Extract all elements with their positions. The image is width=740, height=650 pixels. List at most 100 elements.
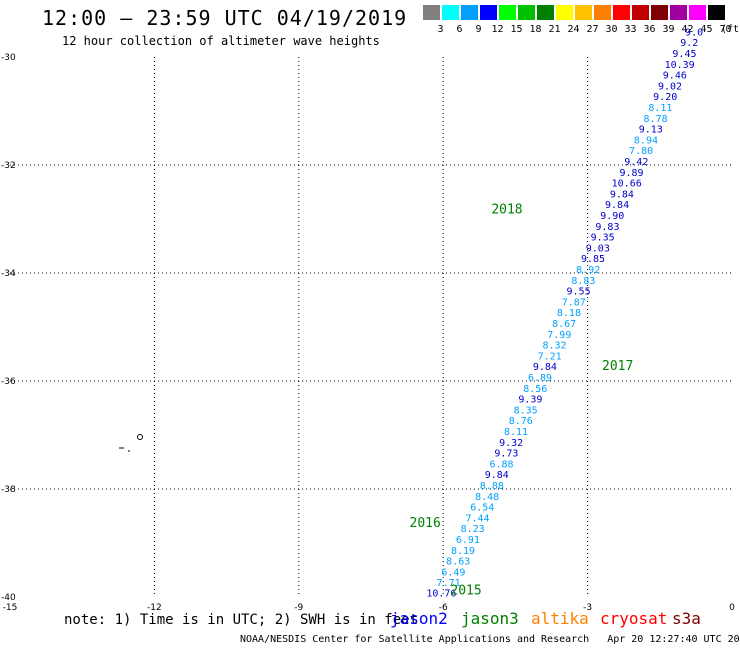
swh-value: 7.71 [437, 578, 461, 589]
lat-tick-label: -38 [1, 485, 16, 495]
color-scale-unit: (ft) [721, 24, 740, 35]
swh-value: 7.21 [538, 351, 562, 362]
lon-tick-label: 0 [729, 603, 735, 613]
color-swatch [575, 5, 592, 20]
color-swatch [632, 5, 649, 20]
swh-value: 7.44 [465, 513, 489, 524]
swh-value: 6.88 [490, 459, 514, 470]
map-grid [10, 57, 732, 597]
swh-value: 9.84 [605, 200, 629, 211]
credit-line: NOAA/NESDIS Center for Satellite Applica… [240, 634, 740, 645]
satellite-jason3: jason3 [461, 609, 519, 628]
color-swatch [537, 5, 554, 20]
satellite-s3a: s3a [672, 609, 701, 628]
swh-value: 8.19 [451, 546, 475, 557]
swh-value: 9.20 [653, 92, 677, 103]
color-swatch [708, 5, 725, 20]
satellite-altika: altika [531, 609, 589, 628]
swh-value: 6.89 [528, 373, 552, 384]
hour-labels: 2018 2017 2016 2015 [410, 203, 634, 599]
swh-value: 9.46 [663, 71, 687, 82]
color-swatch [423, 5, 440, 20]
swh-value: 8.83 [571, 276, 595, 287]
swh-value: 10.39 [665, 60, 695, 71]
swh-value: 8.11 [504, 427, 528, 438]
lon-tick-label: -6 [439, 603, 448, 613]
swh-value: 6.91 [456, 535, 480, 546]
swh-value: 9.84 [533, 362, 557, 373]
swh-value: 8.63 [446, 557, 470, 568]
color-swatch [594, 5, 611, 20]
lat-tick-label: -34 [1, 269, 16, 279]
footnote: note: 1) Time is in UTC; 2) SWH is in fe… [64, 612, 419, 628]
swh-value: 7.99 [547, 330, 571, 341]
swh-value: 6.49 [441, 567, 465, 578]
altimeter-track: 10.767.716.498.638.196.918.237.446.548.4… [426, 27, 703, 599]
swh-value: 8.78 [644, 114, 668, 125]
color-scale-label: 12 [491, 24, 504, 35]
swh-value: 9.84 [610, 189, 634, 200]
swh-value: 8.88 [480, 481, 504, 492]
swh-value: 8.11 [648, 103, 672, 114]
color-swatch [670, 5, 687, 20]
swh-value: 8.48 [475, 492, 499, 503]
credit-text: NOAA/NESDIS Center for Satellite Applica… [240, 634, 590, 645]
color-scale-label: 9 [475, 24, 482, 35]
color-scale-label: 3 [437, 24, 444, 35]
swh-value: 8.23 [461, 524, 485, 535]
swh-value: 7.87 [562, 297, 586, 308]
satellite-cryosat: cryosat [600, 609, 668, 628]
color-swatch [651, 5, 668, 20]
lat-tick-label: -40 [1, 593, 16, 603]
swh-value: 9.39 [518, 395, 542, 406]
color-swatch [689, 5, 706, 20]
hour-label: 2017 [602, 359, 633, 374]
swh-value: 8.67 [552, 319, 576, 330]
lat-tick-label: -32 [1, 161, 16, 171]
swh-value: 8.56 [523, 384, 547, 395]
color-scale-label: 42 [681, 24, 694, 35]
swh-value: 9.03 [586, 243, 610, 254]
swh-value: 9.45 [672, 49, 696, 60]
swh-value: 9.0 [685, 27, 703, 38]
swh-value: 8.76 [509, 416, 533, 427]
generated-timestamp: Apr 20 12:27:40 UTC 2019 [607, 634, 740, 645]
swh-value: 10.76 [426, 588, 456, 599]
color-scale-label: 15 [510, 24, 523, 35]
color-scale-label: 21 [548, 24, 561, 35]
hour-label: 2015 [450, 583, 481, 598]
lon-tick-label: -3 [583, 603, 592, 613]
swh-value: 6.54 [470, 503, 494, 514]
map-title: 12:00 – 23:59 UTC 04/19/2019 [42, 6, 408, 30]
swh-value: 9.35 [591, 233, 615, 244]
color-scale-label: 24 [567, 24, 580, 35]
swh-value: 7.80 [629, 146, 653, 157]
color-scale-label: 18 [529, 24, 542, 35]
swh-value: 9.90 [600, 211, 624, 222]
color-scale-label: 36 [643, 24, 656, 35]
color-scale-label: 33 [624, 24, 637, 35]
color-swatch [613, 5, 630, 20]
swh-value: 9.13 [639, 125, 663, 136]
lon-tick-label: -9 [294, 603, 303, 613]
swh-value: 9.02 [658, 81, 682, 92]
swh-value: 9.2 [680, 38, 698, 49]
color-swatch [480, 5, 497, 20]
color-scale-label: 30 [605, 24, 618, 35]
satellite-jason2: jason2 [390, 609, 448, 628]
map-subtitle: 12 hour collection of altimeter wave hei… [62, 34, 380, 48]
color-scale-label: 45 [700, 24, 713, 35]
color-swatch [518, 5, 535, 20]
color-scale-label: 39 [662, 24, 675, 35]
lon-tick-label: -15 [3, 603, 18, 613]
swh-value: 8.32 [542, 341, 566, 352]
swh-value: 9.84 [485, 470, 509, 481]
swh-value: 9.89 [619, 168, 643, 179]
axis-ticks: -15 -12 -9 -6 -3 0-30-32-34-36-38-40 [1, 53, 735, 613]
color-swatch [499, 5, 516, 20]
swh-value: 9.32 [499, 438, 523, 449]
color-scale-label: 6 [456, 24, 463, 35]
hour-label: 2018 [491, 203, 522, 218]
color-scale-label: 27 [586, 24, 599, 35]
